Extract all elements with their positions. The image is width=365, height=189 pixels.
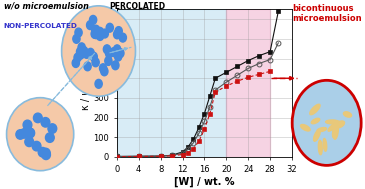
Circle shape bbox=[26, 128, 34, 138]
Circle shape bbox=[95, 79, 102, 88]
Ellipse shape bbox=[314, 130, 320, 141]
Circle shape bbox=[74, 53, 81, 62]
Circle shape bbox=[105, 49, 113, 58]
Circle shape bbox=[25, 137, 34, 147]
Circle shape bbox=[81, 48, 88, 57]
Ellipse shape bbox=[323, 139, 327, 151]
Circle shape bbox=[16, 130, 25, 139]
Circle shape bbox=[73, 34, 80, 43]
Text: bicontinuous
microemulsion: bicontinuous microemulsion bbox=[292, 4, 362, 23]
Circle shape bbox=[80, 47, 88, 55]
Circle shape bbox=[72, 59, 80, 67]
Circle shape bbox=[114, 30, 121, 39]
Text: PERCOLATED: PERCOLATED bbox=[110, 2, 166, 11]
Circle shape bbox=[32, 141, 41, 151]
Ellipse shape bbox=[318, 140, 322, 155]
Ellipse shape bbox=[333, 125, 337, 138]
Circle shape bbox=[89, 15, 97, 24]
Circle shape bbox=[119, 33, 126, 42]
Circle shape bbox=[96, 32, 104, 40]
Bar bbox=[117, 9, 226, 157]
Ellipse shape bbox=[328, 121, 339, 131]
Circle shape bbox=[91, 29, 98, 38]
Circle shape bbox=[23, 120, 32, 130]
Circle shape bbox=[92, 25, 100, 34]
Circle shape bbox=[46, 133, 54, 142]
Circle shape bbox=[48, 124, 57, 133]
Circle shape bbox=[90, 52, 97, 61]
Circle shape bbox=[106, 23, 114, 32]
Ellipse shape bbox=[333, 125, 338, 139]
Bar bbox=[226, 9, 270, 157]
Circle shape bbox=[83, 50, 90, 58]
Circle shape bbox=[114, 45, 121, 54]
Circle shape bbox=[38, 147, 47, 157]
Circle shape bbox=[105, 57, 112, 65]
Text: NON-PERCOLATED: NON-PERCOLATED bbox=[4, 23, 77, 29]
Circle shape bbox=[84, 62, 91, 71]
Circle shape bbox=[62, 6, 135, 96]
Ellipse shape bbox=[334, 121, 338, 134]
Circle shape bbox=[110, 48, 117, 57]
X-axis label: [W] / wt. %: [W] / wt. % bbox=[174, 176, 235, 187]
Circle shape bbox=[96, 27, 104, 36]
Circle shape bbox=[26, 128, 35, 138]
Circle shape bbox=[41, 148, 50, 158]
Circle shape bbox=[87, 48, 94, 57]
Circle shape bbox=[34, 113, 42, 123]
Circle shape bbox=[7, 98, 74, 171]
Circle shape bbox=[76, 47, 84, 56]
Circle shape bbox=[77, 50, 84, 59]
Circle shape bbox=[75, 28, 82, 37]
Ellipse shape bbox=[310, 104, 320, 115]
Circle shape bbox=[41, 118, 50, 127]
Circle shape bbox=[20, 129, 29, 138]
Circle shape bbox=[292, 80, 361, 165]
Ellipse shape bbox=[300, 125, 310, 131]
Circle shape bbox=[112, 61, 119, 70]
Circle shape bbox=[115, 27, 122, 36]
Circle shape bbox=[87, 21, 94, 29]
Ellipse shape bbox=[317, 128, 327, 132]
Circle shape bbox=[103, 45, 111, 54]
Circle shape bbox=[117, 49, 124, 58]
Circle shape bbox=[100, 64, 107, 73]
Ellipse shape bbox=[311, 118, 320, 124]
Circle shape bbox=[78, 43, 85, 52]
Circle shape bbox=[42, 150, 50, 160]
Text: w/o microemulsion: w/o microemulsion bbox=[4, 2, 89, 11]
Ellipse shape bbox=[343, 112, 351, 117]
Circle shape bbox=[92, 26, 99, 34]
Circle shape bbox=[115, 52, 122, 61]
Circle shape bbox=[101, 67, 108, 76]
Ellipse shape bbox=[326, 120, 338, 124]
Circle shape bbox=[101, 29, 108, 38]
Y-axis label: κ / µS·cm⁻¹: κ / µS·cm⁻¹ bbox=[81, 56, 91, 110]
Circle shape bbox=[92, 58, 99, 67]
Circle shape bbox=[92, 30, 100, 39]
Ellipse shape bbox=[335, 121, 345, 128]
